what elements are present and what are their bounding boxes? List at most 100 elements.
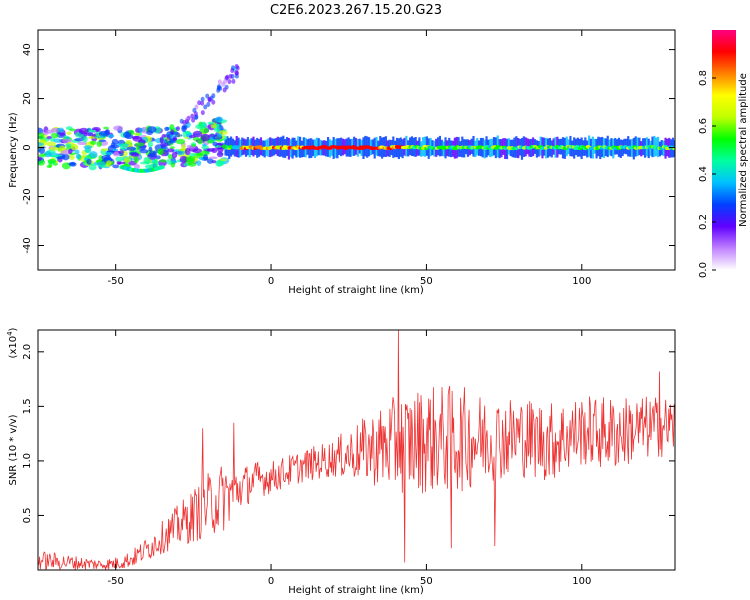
spectrogram-cell	[107, 134, 115, 138]
spectrogram-cell	[61, 162, 71, 170]
spectrogram-cell	[155, 155, 161, 160]
colorbar-axes: 0.0 0.2 0.4 0.6 0.8	[698, 70, 716, 278]
snr-scale-exponent: 4	[6, 331, 14, 336]
spectrogram-cell	[176, 150, 185, 156]
colorbar-label: Normalized spectral amplitude	[738, 73, 749, 227]
spectrogram-cell	[169, 124, 175, 130]
spectrogram-ytick-label: 40	[22, 43, 33, 56]
spectrogram-cell	[228, 73, 233, 79]
spectrogram-cell	[68, 148, 73, 155]
svg-text:(x104): (x104)	[6, 327, 19, 358]
spectrogram-cell	[148, 146, 153, 152]
spectrogram-cell	[46, 141, 56, 147]
chart-title: C2E6.2023.267.15.20.G23	[270, 3, 442, 18]
spectrogram-cell	[211, 99, 216, 105]
snr-xtick-label: -50	[108, 576, 124, 587]
spectrogram-cell	[234, 70, 239, 76]
spectrogram-cell	[118, 152, 124, 157]
spectrogram-cell	[65, 143, 72, 148]
spectrogram-cell	[113, 125, 124, 131]
spectrogram-cell	[85, 148, 90, 154]
spectrogram-cell	[166, 134, 171, 140]
spectrogram-cell	[182, 119, 187, 125]
spectrogram-cell	[61, 153, 70, 161]
spectrogram-cell	[170, 129, 175, 135]
spectrogram-cell	[50, 132, 59, 139]
spectrogram-cell	[130, 152, 140, 157]
spectrogram-cell	[188, 135, 196, 139]
spectrogram-cell	[132, 136, 143, 142]
spectrogram-cell	[57, 127, 65, 133]
spectrogram-cell	[176, 132, 181, 138]
spectrogram-cell	[215, 159, 223, 167]
spectrogram-cell	[164, 147, 169, 153]
snr-xtick-label: 0	[268, 576, 274, 587]
spectrogram-cell	[123, 143, 129, 147]
spectrogram-cell	[191, 117, 196, 123]
snr-scale-close: )	[8, 327, 19, 331]
spectrogram-cell	[185, 130, 191, 135]
spectrogram-cell	[206, 139, 214, 144]
spectrogram-cell	[184, 147, 191, 156]
spectrogram-cell	[112, 148, 119, 152]
spectrogram-cell	[197, 100, 202, 106]
spectrogram-cell	[215, 116, 224, 123]
spectrogram-cell	[147, 140, 153, 148]
spectrogram-cell	[192, 130, 203, 138]
snr-xlabel: Height of straight line (km)	[288, 585, 424, 596]
spectrogram-cell	[126, 146, 136, 151]
spectrogram-cell	[375, 136, 378, 156]
spectrogram-cell	[212, 141, 218, 147]
spectrogram-cell	[111, 138, 119, 145]
spectrogram-cell	[98, 161, 107, 168]
spectrogram-cell	[167, 154, 174, 160]
spectrogram-cell	[38, 142, 44, 147]
snr-xtick-label: 100	[572, 576, 591, 587]
spectrogram-cell	[175, 126, 180, 132]
spectrogram-cell	[166, 140, 171, 146]
spectrogram-cell	[135, 145, 140, 151]
spectrogram-cell	[181, 143, 186, 152]
spectrogram-cell	[86, 158, 92, 165]
spectrogram-cell	[159, 165, 165, 170]
spectrogram-cell	[193, 111, 198, 117]
spectrogram-cell	[46, 136, 53, 140]
spectrogram-cell	[98, 130, 108, 137]
snr-series-line	[38, 330, 675, 570]
snr-ytick-label: 0.5	[22, 508, 33, 524]
spectrogram-cell	[208, 156, 218, 160]
spectrogram-cell	[172, 136, 177, 142]
colorbar-tick-label: 0.0	[698, 262, 709, 278]
spectrogram-cell	[218, 130, 228, 136]
snr-axes: -50 0 50 100 0.5 1.0 1.5 2.0	[22, 330, 675, 587]
spectrogram-cell	[183, 162, 189, 167]
spectrogram-xtick-label: 100	[572, 276, 591, 287]
spectrogram-axes: -50 0 50 100 -40 -20 0 20 40	[22, 30, 675, 287]
spectrogram-cell	[58, 145, 66, 151]
spectrogram-ytick-label: 20	[22, 92, 33, 105]
spectrogram-ylabel: Frequency (Hz)	[8, 112, 19, 188]
spectrogram-cell	[221, 144, 228, 149]
spectrogram-cell	[96, 140, 103, 147]
spectrogram-cell	[159, 159, 167, 163]
spectrogram-cell	[82, 135, 88, 143]
spectrogram-cell	[88, 163, 97, 171]
spectrogram-cell	[38, 156, 42, 162]
spectrogram-cell	[148, 151, 157, 158]
spectrogram-cell	[167, 148, 175, 153]
spectrogram-xtick-label: -50	[108, 276, 124, 287]
spectrogram-cell	[222, 87, 227, 93]
spectrogram-xtick-label: 0	[268, 276, 274, 287]
snr-ytick-label: 2.0	[22, 344, 33, 360]
spectrogram-cell	[38, 153, 47, 158]
spectrogram-cell	[175, 138, 186, 145]
spectrogram-cell	[184, 136, 190, 140]
spectrogram-cell	[74, 137, 85, 142]
spectrogram-cell	[49, 154, 59, 158]
spectrogram-cell	[200, 150, 210, 156]
spectrogram-cell	[225, 74, 230, 80]
spectrogram-cell	[166, 158, 172, 165]
spectrogram-cell	[191, 143, 196, 147]
spectrogram-cell	[118, 150, 125, 154]
